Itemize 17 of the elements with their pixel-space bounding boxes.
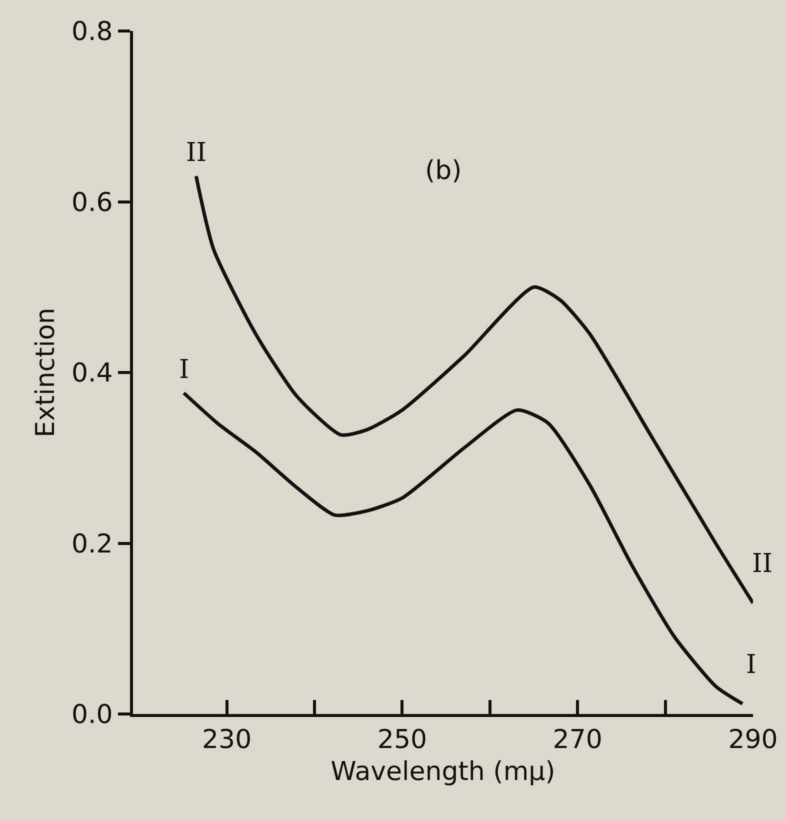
text: I — [746, 650, 756, 680]
line-series — [182, 391, 744, 706]
y-tick-label: 0.8 — [71, 17, 113, 48]
y-tick-label: 0.0 — [71, 700, 113, 730]
y-tick-label: 0.2 — [71, 529, 113, 560]
text: II — [186, 138, 207, 168]
series-label: I — [179, 355, 190, 385]
y-tick-label: 0.6 — [71, 188, 113, 218]
series-label: II — [752, 549, 773, 579]
x-tick-label: 290 — [728, 725, 778, 756]
x-tick-label: 250 — [377, 725, 428, 756]
y-tick-label: 0.4 — [71, 358, 113, 389]
x-tick-label: 230 — [202, 725, 252, 756]
x-tick-label: 270 — [552, 725, 602, 756]
y-axis-title: Extinction — [30, 308, 61, 438]
x-axis-title: Wavelength (mμ) — [330, 756, 556, 787]
annotation: (b) — [425, 156, 462, 186]
